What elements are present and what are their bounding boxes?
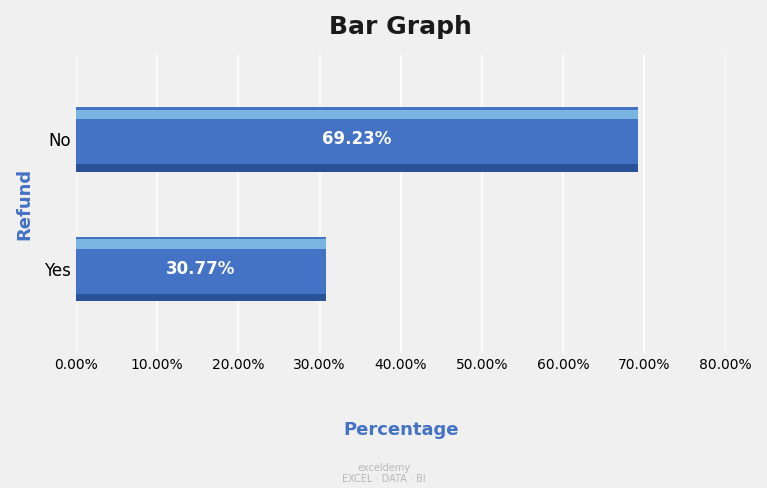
Bar: [76, 110, 638, 120]
Y-axis label: Refund: Refund: [15, 168, 33, 240]
Text: 69.23%: 69.23%: [322, 130, 392, 148]
Bar: [76, 237, 326, 302]
X-axis label: Percentage: Percentage: [343, 421, 459, 439]
Text: 30.77%: 30.77%: [166, 260, 235, 278]
Text: exceldemy
EXCEL · DATA · BI: exceldemy EXCEL · DATA · BI: [341, 463, 426, 484]
Title: Bar Graph: Bar Graph: [329, 15, 472, 39]
Bar: [76, 294, 326, 302]
Bar: [76, 240, 326, 249]
Bar: [76, 164, 638, 172]
Bar: [76, 107, 638, 172]
